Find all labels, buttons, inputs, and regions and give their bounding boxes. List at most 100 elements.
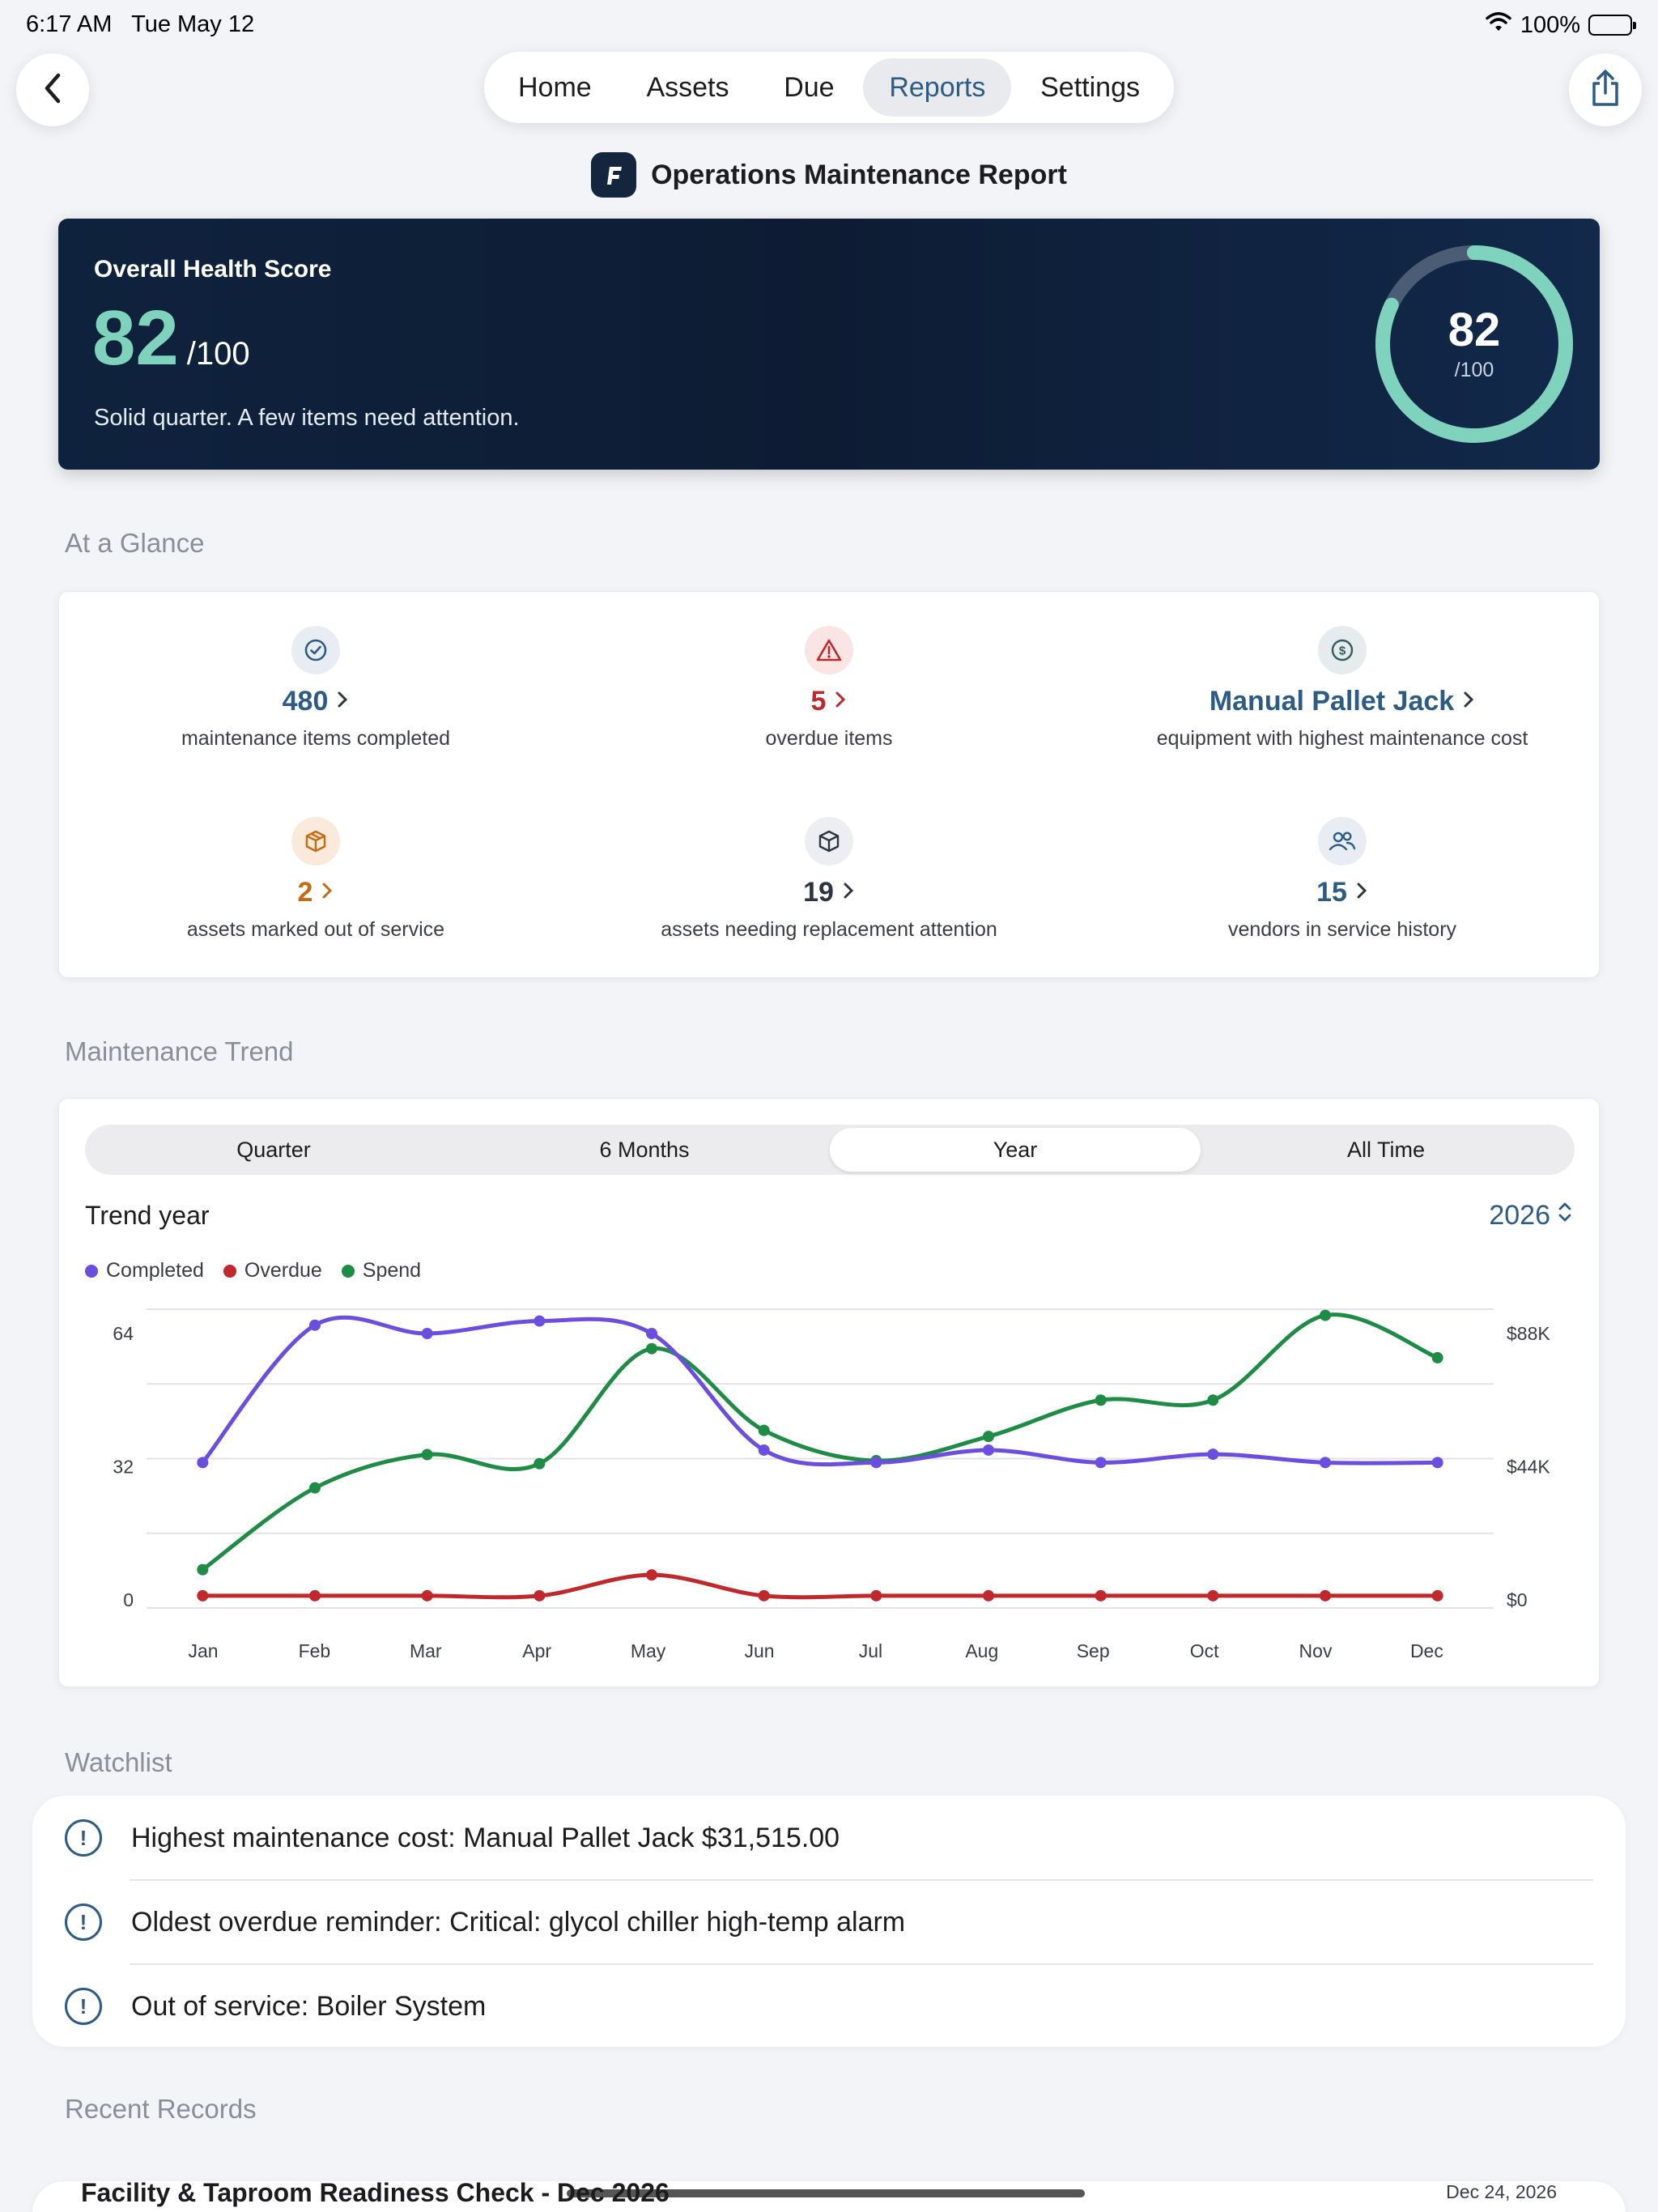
- series-line-overdue: [200, 1572, 1440, 1600]
- segment-quarter[interactable]: Quarter: [236, 1137, 311, 1162]
- glance-value: Manual Pallet Jack: [1209, 686, 1455, 717]
- data-point-spend: [421, 1448, 433, 1461]
- watchlist-text: Out of service: Boiler System: [131, 1990, 487, 2022]
- report-header: Operations Maintenance Report: [0, 152, 1658, 198]
- data-point-overdue: [983, 1589, 994, 1602]
- tab-reports[interactable]: Reports: [863, 58, 1012, 117]
- data-point-spend: [1320, 1309, 1331, 1321]
- segment-all-time[interactable]: All Time: [1346, 1137, 1426, 1162]
- glance-overdue[interactable]: 5 overdue items: [572, 592, 1086, 783]
- chevron-up-down-icon: [1557, 1199, 1573, 1232]
- glance-label: assets marked out of service: [186, 918, 445, 941]
- svg-text:$: $: [1339, 644, 1346, 658]
- year-picker[interactable]: 2026: [1489, 1199, 1573, 1232]
- legend-label: Spend: [362, 1259, 422, 1282]
- data-point-completed: [309, 1319, 321, 1331]
- health-summary: Solid quarter. A few items need attentio…: [94, 405, 520, 431]
- ring-value: 82: [1448, 303, 1501, 356]
- data-point-overdue: [534, 1589, 546, 1602]
- glance-replacement[interactable]: 19 assets needing replacement attention: [572, 783, 1086, 974]
- segment-year[interactable]: Year: [830, 1128, 1201, 1172]
- data-point-spend: [534, 1457, 546, 1470]
- health-ring-progress: [1375, 245, 1573, 443]
- glance-label: vendors in service history: [1227, 918, 1457, 941]
- data-point-completed: [534, 1315, 546, 1327]
- glance-out-of-service[interactable]: 2 assets marked out of service: [59, 783, 572, 974]
- legend-dot: [85, 1264, 98, 1278]
- chevron-right-icon: [336, 690, 349, 713]
- data-point-completed: [1207, 1448, 1219, 1461]
- glance-completed[interactable]: 480 maintenance items completed: [59, 592, 572, 783]
- glance-value: 19: [803, 877, 834, 908]
- segment-6-months[interactable]: 6 Months: [599, 1137, 690, 1162]
- data-point-overdue: [197, 1589, 209, 1602]
- data-point-completed: [1320, 1457, 1331, 1469]
- data-point-spend: [646, 1342, 657, 1355]
- legend-item-spend: Spend: [341, 1259, 422, 1283]
- exclamation-circle-icon: !: [65, 1904, 102, 1941]
- back-button[interactable]: [16, 53, 89, 126]
- glance-vendors[interactable]: 15 vendors in service history: [1086, 783, 1599, 974]
- check-circle-icon: [291, 626, 340, 674]
- x-axis-tick: Nov: [1299, 1640, 1333, 1661]
- data-point-completed: [758, 1444, 770, 1456]
- battery-percent: 100%: [1520, 11, 1580, 38]
- data-point-spend: [758, 1424, 770, 1436]
- health-ring: [1375, 245, 1573, 443]
- share-icon: [1589, 69, 1622, 112]
- data-point-completed: [197, 1457, 209, 1469]
- data-point-completed: [870, 1457, 882, 1469]
- health-score-value: 82: [92, 295, 179, 381]
- cube-icon: [805, 817, 853, 866]
- watchlist-item[interactable]: ! Oldest overdue reminder: Critical: gly…: [32, 1880, 1626, 1964]
- status-date: Tue May 12: [131, 11, 255, 37]
- battery-icon: [1588, 15, 1636, 36]
- glance-highest-cost[interactable]: $ Manual Pallet Jack equipment with high…: [1086, 592, 1599, 783]
- glance-value: 15: [1316, 877, 1347, 908]
- y-axis-right-tick: $0: [1507, 1589, 1528, 1610]
- y-axis-right-tick: $88K: [1507, 1323, 1550, 1344]
- share-button[interactable]: [1569, 53, 1642, 126]
- section-header-recent: Recent Records: [65, 2094, 257, 2124]
- health-score-max: /100: [186, 336, 250, 372]
- data-point-completed: [1095, 1457, 1107, 1469]
- series-line-spend: [200, 1312, 1440, 1572]
- dollar-icon: $: [1318, 626, 1367, 674]
- tab-assets[interactable]: Assets: [646, 71, 729, 103]
- tab-bar: Home Assets Due Reports Settings: [484, 52, 1174, 123]
- year-picker-value: 2026: [1489, 1200, 1550, 1231]
- section-header-watchlist: Watchlist: [65, 1747, 172, 1777]
- ring-max: /100: [1454, 358, 1494, 381]
- tab-due[interactable]: Due: [784, 71, 835, 103]
- app-logo-icon: [591, 152, 637, 198]
- x-axis-tick: Dec: [1410, 1640, 1443, 1661]
- x-axis-tick: May: [631, 1640, 666, 1661]
- status-time: 6:17 AM Tue May 12: [26, 11, 254, 38]
- exclamation-circle-icon: !: [65, 1988, 102, 2025]
- x-axis-tick: Aug: [965, 1640, 998, 1661]
- data-point-overdue: [1207, 1589, 1219, 1602]
- chevron-right-icon: [1355, 881, 1368, 904]
- tab-home[interactable]: Home: [518, 71, 592, 103]
- home-indicator: [567, 2189, 1085, 2197]
- data-point-completed: [1431, 1457, 1443, 1469]
- x-axis-tick: Oct: [1190, 1640, 1219, 1661]
- data-point-overdue: [646, 1569, 657, 1581]
- x-axis-tick: Apr: [522, 1640, 551, 1661]
- chevron-right-icon: [1462, 690, 1475, 713]
- chevron-left-icon: [40, 72, 65, 108]
- glance-value: 2: [297, 877, 313, 908]
- watchlist-item[interactable]: ! Out of service: Boiler System: [32, 1964, 1626, 2048]
- report-title: Operations Maintenance Report: [651, 159, 1067, 190]
- box-icon: [291, 817, 340, 866]
- watchlist-item[interactable]: ! Highest maintenance cost: Manual Palle…: [32, 1796, 1626, 1880]
- x-axis-tick: Jan: [188, 1640, 218, 1661]
- glance-label: assets needing replacement attention: [661, 918, 997, 941]
- tab-settings[interactable]: Settings: [1040, 71, 1140, 103]
- x-axis-tick: Jun: [744, 1640, 774, 1661]
- data-point-spend: [1431, 1351, 1443, 1363]
- divider: [130, 1879, 1593, 1881]
- legend-label: Completed: [106, 1259, 204, 1282]
- data-point-overdue: [309, 1589, 321, 1602]
- divider: [130, 1963, 1593, 1965]
